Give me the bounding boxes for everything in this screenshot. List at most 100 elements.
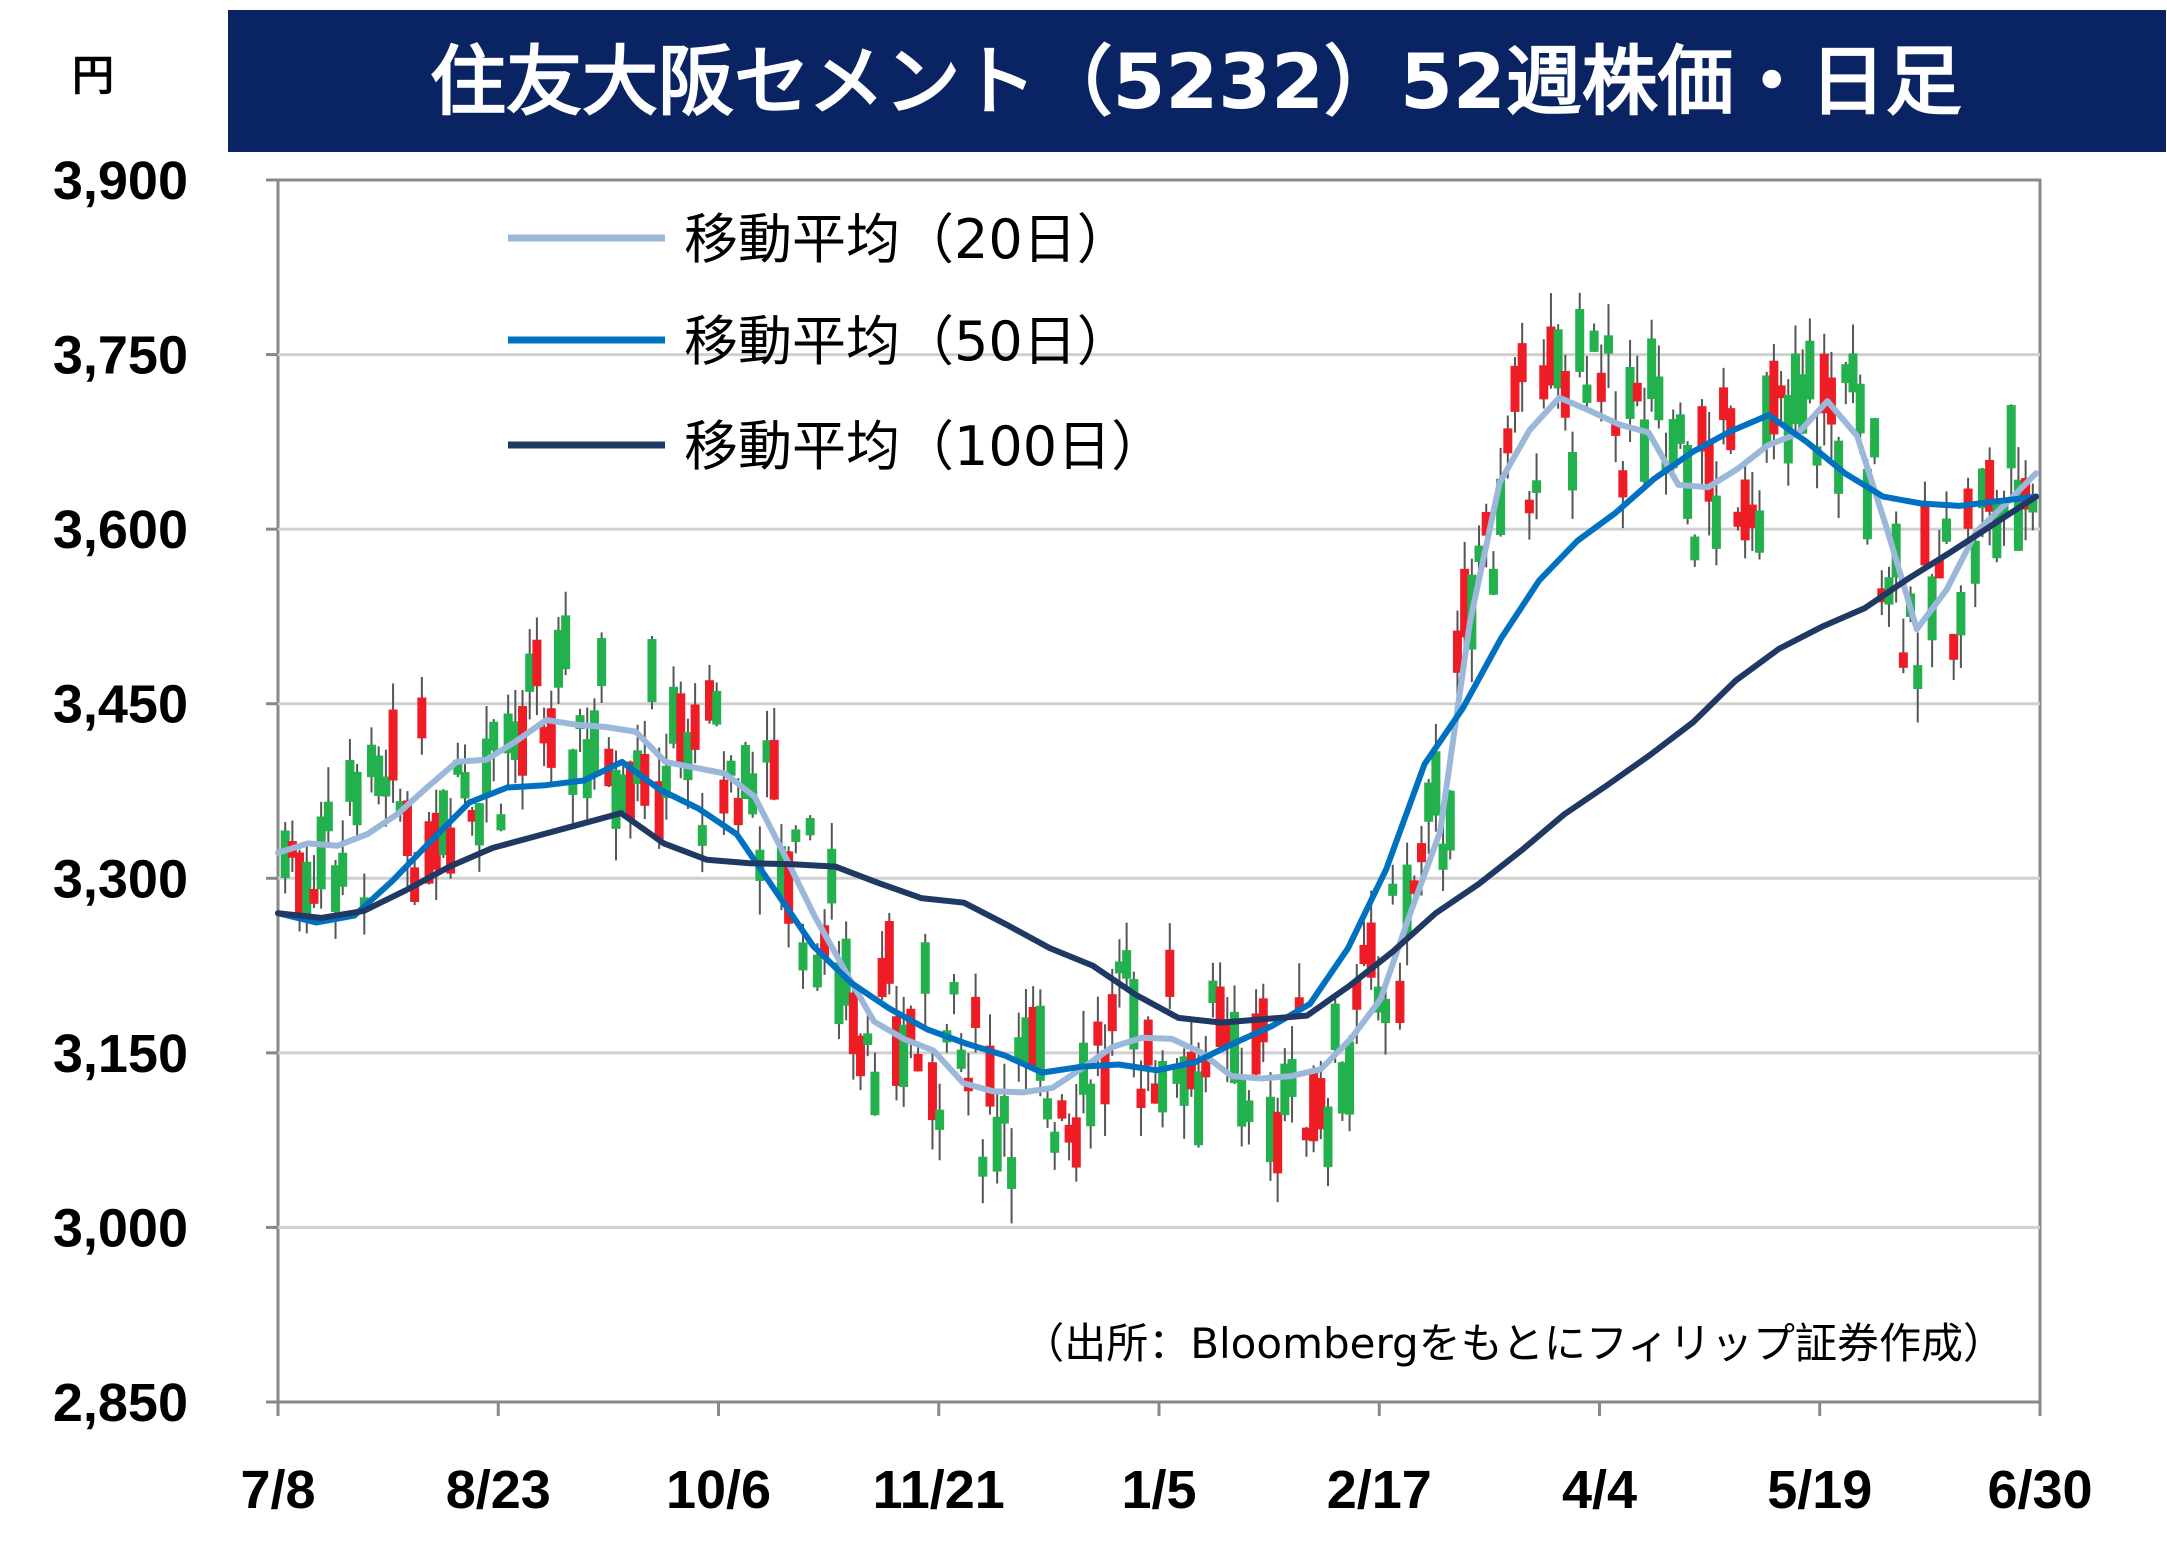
candle-body: [1582, 384, 1592, 403]
candle-body: [1532, 480, 1542, 493]
candle-body: [618, 774, 628, 813]
candle-body: [611, 769, 621, 829]
candle-body: [1409, 880, 1419, 894]
candle-body: [323, 801, 333, 832]
candle-body: [1064, 1124, 1074, 1143]
candle-body: [856, 1035, 866, 1077]
candle-body: [1431, 751, 1441, 816]
candle-body: [482, 738, 492, 798]
candle-body: [1862, 468, 1872, 540]
candle-body: [1762, 375, 1772, 447]
candle-body: [834, 962, 844, 1025]
candle-body: [1790, 353, 1800, 425]
x-tick-label: 5/19: [1767, 1460, 1872, 1520]
candle-body: [1222, 1019, 1232, 1049]
series-line-ma100: [275, 493, 2039, 1026]
candle-body: [1639, 419, 1649, 482]
candle-body: [1769, 360, 1779, 435]
candle-body: [546, 708, 556, 768]
candle-body: [2028, 496, 2038, 513]
candle-body: [1704, 440, 1714, 502]
candle-body: [1460, 568, 1470, 638]
candle-body: [848, 992, 858, 1055]
y-tick-label: 3,600: [53, 500, 188, 560]
candle-body: [1265, 1096, 1275, 1163]
candle-body: [1596, 372, 1606, 402]
candle-body: [1776, 385, 1786, 399]
candle-body: [1438, 843, 1448, 870]
candle-body: [877, 957, 887, 998]
candle-body: [1251, 1013, 1261, 1075]
candle-body: [1273, 1111, 1283, 1174]
candle-body: [1963, 488, 1973, 529]
candle-body: [1323, 1106, 1333, 1168]
candle-body: [1474, 545, 1484, 563]
candle-body: [1352, 980, 1362, 1010]
candle-body: [891, 1016, 901, 1086]
candle-body: [690, 704, 700, 750]
candle-body: [661, 765, 671, 799]
x-tick-label: 2/17: [1327, 1460, 1432, 1520]
candle-body: [1417, 843, 1427, 863]
candle-body: [1381, 998, 1391, 1024]
candle-body: [798, 942, 808, 971]
candle-body: [316, 816, 326, 890]
source-note: （出所：Bloombergをもとにフィリップ証券作成）: [1022, 1319, 2005, 1368]
series-line-ma50: [275, 412, 2039, 1076]
candle-body: [1589, 330, 1599, 352]
candle-body: [1942, 518, 1952, 542]
candle-body: [1553, 329, 1563, 389]
candle-body: [1122, 950, 1132, 979]
y-tick-label: 3,450: [53, 675, 188, 735]
candle-body: [863, 1033, 873, 1046]
candle-body: [1719, 387, 1729, 421]
x-axis-ticks: 7/8 8/23 10/6 11/21 1/5 2/17 4/4 5/19 6/30: [240, 1402, 2093, 1520]
candle-body: [1100, 1050, 1110, 1105]
candle-body: [2013, 479, 2023, 551]
candle-body: [374, 755, 384, 797]
candle-body: [1977, 468, 1987, 509]
candle-body: [1517, 343, 1527, 383]
candle-body: [338, 852, 348, 887]
candle-body: [999, 1096, 1009, 1124]
candle-body: [589, 710, 599, 776]
candle-body: [812, 954, 822, 988]
candle-body: [1898, 652, 1908, 668]
candle-body: [1301, 1127, 1311, 1141]
candle-body: [625, 761, 635, 820]
candle-body: [1050, 1131, 1060, 1153]
candle-body: [1237, 1077, 1247, 1127]
candle-body: [1481, 511, 1491, 536]
grid-lines: [278, 353, 2040, 1229]
candle-body: [870, 1071, 880, 1116]
candle-body: [762, 740, 772, 763]
candle-body: [1107, 994, 1117, 1032]
candle-body: [676, 693, 686, 767]
candle-body: [1992, 502, 2002, 559]
candle-body: [1071, 1117, 1081, 1168]
candle-body: [733, 797, 743, 826]
candle-body: [597, 638, 607, 687]
candle-body: [978, 1156, 988, 1177]
candle-body: [431, 812, 441, 870]
candle-body: [1452, 630, 1462, 673]
candle-body: [474, 803, 484, 846]
candle-body: [331, 865, 341, 912]
candle-body: [769, 739, 779, 800]
candle-body: [1625, 366, 1635, 419]
candle-body: [719, 779, 729, 814]
candle-body: [1366, 922, 1376, 978]
candle-body: [712, 690, 722, 725]
candle-body: [1359, 944, 1369, 965]
candle-body: [1747, 504, 1757, 528]
moving-average-lines: [275, 394, 2039, 1096]
candle-body: [1215, 986, 1225, 1048]
candle-body: [302, 861, 312, 917]
candle-body: [446, 827, 456, 874]
x-tick-label: 4/4: [1562, 1460, 1637, 1520]
candle-body: [503, 713, 513, 754]
candle-body: [1568, 452, 1578, 491]
candle-body: [1603, 335, 1613, 354]
candle-body: [820, 925, 830, 957]
